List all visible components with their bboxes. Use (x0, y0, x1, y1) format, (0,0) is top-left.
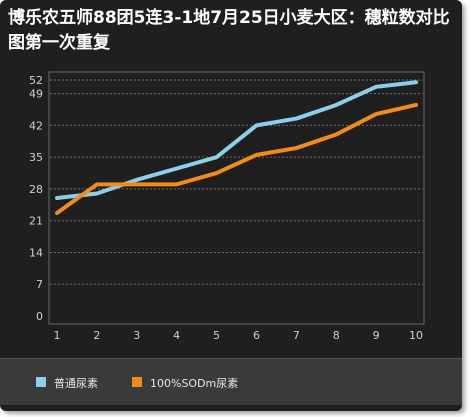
x-tick-label-3: 4 (173, 329, 180, 342)
x-tick-label-1: 2 (93, 329, 100, 342)
y-tick-label-2: 14 (29, 246, 43, 259)
series-line-0 (55, 80, 418, 200)
legend: 普通尿素 100%SODm尿素 (0, 358, 462, 405)
x-tick-label-5: 6 (253, 329, 260, 342)
legend-label-series-1: 100%SODm尿素 (150, 377, 239, 390)
y-tick-label-7: 49 (29, 88, 43, 101)
legend-swatch-series-0 (36, 377, 46, 387)
series-lines (55, 80, 418, 215)
y-tick-label-6: 42 (29, 119, 43, 132)
y-tick-label-8: 52 (29, 74, 43, 87)
x-tick-label-8: 9 (373, 329, 380, 342)
y-tick-label-4: 28 (29, 183, 43, 196)
gridlines (50, 79, 423, 285)
x-tick-label-6: 7 (293, 329, 300, 342)
y-tick-label-5: 35 (29, 151, 43, 164)
chart-frame: 博乐农五师88团5连3-1地7月25日小麦大区：穗粒数对比图第一次重复 0 7 14… (0, 0, 462, 411)
x-tick-label-4: 5 (213, 329, 220, 342)
plot-border (48, 71, 425, 325)
x-tick-label-2: 3 (133, 329, 140, 342)
series-line-1 (55, 102, 418, 215)
chart-title: 博乐农五师88团5连3-1地7月25日小麦大区：穗粒数对比图第一次重复 (8, 8, 450, 53)
y-tick-label-3: 21 (29, 215, 43, 228)
y-tick-label-0: 0 (36, 310, 43, 323)
x-tick-label-7: 8 (333, 329, 340, 342)
x-tick-labels: 1 2 3 4 5 6 7 8 9 10 (54, 329, 424, 342)
x-tick-label-0: 1 (54, 329, 61, 342)
legend-label-series-0: 普通尿素 (54, 377, 98, 390)
legend-swatch-series-1 (132, 377, 142, 387)
y-tick-label-1: 7 (36, 278, 43, 291)
x-tick-label-9: 10 (409, 329, 423, 342)
